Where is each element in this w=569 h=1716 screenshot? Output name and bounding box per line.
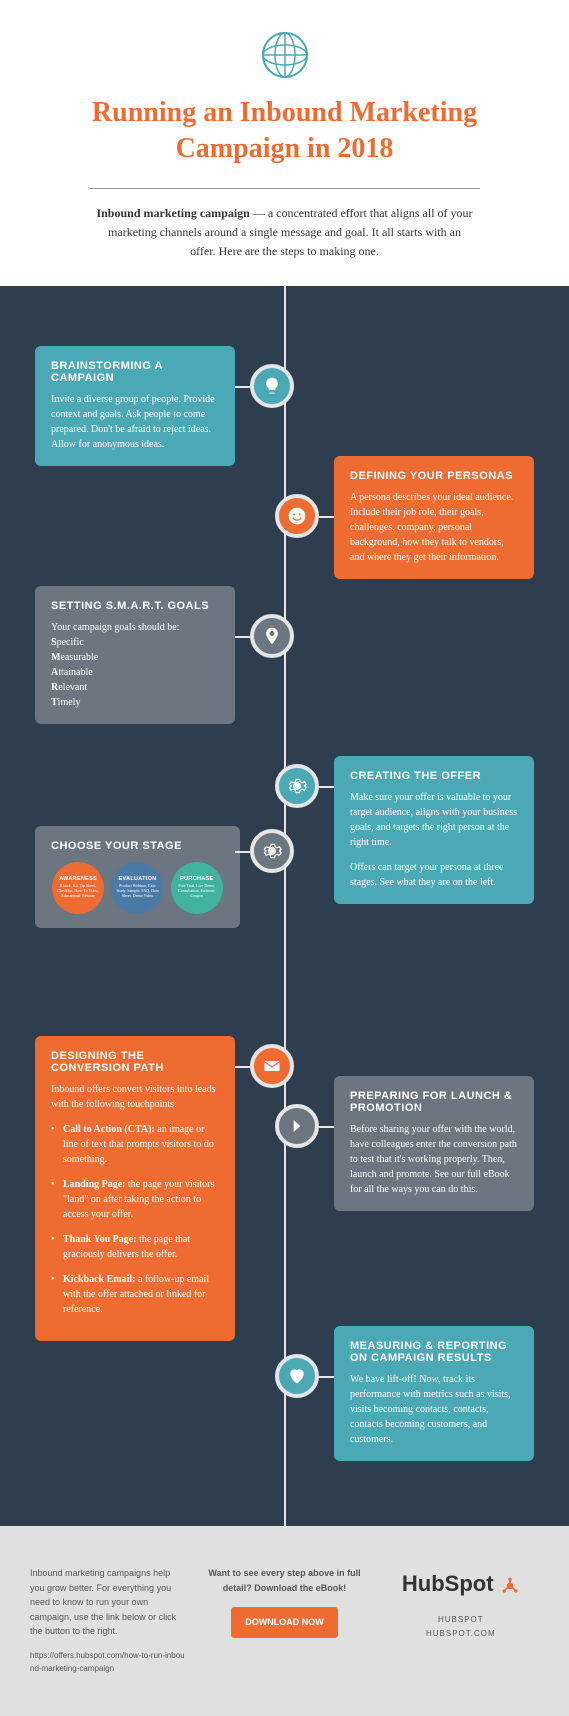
- timeline-section: BRAINSTORMING A CAMPAIGN Invite a divers…: [0, 286, 569, 1526]
- lightbulb-icon: [250, 364, 294, 408]
- smart-list: Specific Measurable Attainable Relevant Time…: [51, 635, 219, 710]
- card-measuring: MEASURING & REPORTING ON CAMPAIGN RESULT…: [334, 1326, 534, 1461]
- gear-icon: [250, 829, 294, 873]
- conversion-bullet: Landing Page: the page your visitors "la…: [51, 1177, 219, 1222]
- card-launch: PREPARING FOR LAUNCH & PROMOTION Before …: [334, 1076, 534, 1211]
- smart-item: Relevant: [51, 682, 87, 693]
- footer-center: Want to see every step above in full det…: [206, 1566, 362, 1637]
- smart-item: Attainable: [51, 667, 93, 678]
- card-title: MEASURING & REPORTING ON CAMPAIGN RESULT…: [350, 1340, 518, 1364]
- footer-left-text: Inbound marketing campaigns help you gro…: [30, 1566, 186, 1638]
- card-body: We have lift-off! Now, track its perform…: [350, 1372, 518, 1447]
- stage-desc: Ebook, Kit, Tip Sheet, Checklist, How-To…: [52, 882, 104, 900]
- brand-sub2: HUBSPOT.COM: [383, 1628, 539, 1641]
- card-body-prefix: Your campaign goals should be:: [51, 620, 219, 635]
- card-offer: CREATING THE OFFER Make sure your offer …: [334, 756, 534, 904]
- chevron-icon: [275, 1104, 319, 1148]
- stage-circles: AWARENESSEbook, Kit, Tip Sheet, Checklis…: [51, 862, 224, 914]
- intro-text: Inbound marketing campaign — a concentra…: [95, 204, 475, 262]
- hubspot-logo: HubSpot: [383, 1566, 539, 1601]
- heart-icon: [275, 1354, 319, 1398]
- card-brainstorm: BRAINSTORMING A CAMPAIGN Invite a divers…: [35, 346, 235, 466]
- conversion-bullets: Call to Action (CTA): an image or line o…: [51, 1122, 219, 1317]
- footer-left: Inbound marketing campaigns help you gro…: [30, 1566, 186, 1676]
- card-smart: SETTING S.M.A.R.T. GOALS Your campaign g…: [35, 586, 235, 724]
- globe-icon: [260, 30, 310, 80]
- stage-circle: EVALUATIONProduct Webinar, Case Study, S…: [111, 862, 163, 914]
- card-title: DESIGNING THE CONVERSION PATH: [51, 1050, 219, 1074]
- card-body2: Offers can target your persona at three …: [350, 860, 518, 890]
- footer-section: Inbound marketing campaigns help you gro…: [0, 1526, 569, 1716]
- intro-bold: Inbound marketing campaign: [96, 206, 249, 220]
- card-body: Before sharing your offer with the world…: [350, 1122, 518, 1197]
- card-body: A persona describes your ideal audience.…: [350, 490, 518, 565]
- card-personas: DEFINING YOUR PERSONAS A persona describ…: [334, 456, 534, 579]
- stage-desc: Product Webinar, Case Study, Sample, FAQ…: [111, 882, 163, 900]
- timeline-line: [284, 286, 286, 1526]
- header-section: Running an Inbound Marketing Campaign in…: [0, 0, 569, 286]
- brand-text: HubSpot: [402, 1571, 494, 1596]
- header-divider: [89, 188, 480, 189]
- smile-icon: [275, 494, 319, 538]
- page-title: Running an Inbound Marketing Campaign in…: [40, 95, 529, 168]
- footer-center-text: Want to see every step above in full det…: [206, 1566, 362, 1595]
- gear-icon: [275, 764, 319, 808]
- mail-icon: [250, 1044, 294, 1088]
- download-button[interactable]: DOWNLOAD NOW: [231, 1607, 338, 1637]
- card-title: DEFINING YOUR PERSONAS: [350, 470, 518, 482]
- card-conversion: DESIGNING THE CONVERSION PATH Inbound of…: [35, 1036, 235, 1341]
- smart-item: Timely: [51, 697, 80, 708]
- conversion-bullet: Call to Action (CTA): an image or line o…: [51, 1122, 219, 1167]
- card-body: Invite a diverse group of people. Provid…: [51, 392, 219, 452]
- smart-item: Specific: [51, 637, 84, 648]
- stage-circle: PURCHASEFree Trial, Live Demo, Consultat…: [171, 862, 223, 914]
- smart-item: Measurable: [51, 652, 98, 663]
- footer-link: https://offers.hubspot.com/how-to-run-in…: [30, 1650, 186, 1676]
- conversion-bullet: Thank You Page: the page that graciously…: [51, 1232, 219, 1262]
- stage-desc: Free Trial, Live Demo, Consultation, Est…: [171, 882, 223, 900]
- pin-icon: [250, 614, 294, 658]
- brand-sub1: HUBSPOT: [383, 1614, 539, 1627]
- stage-circle: AWARENESSEbook, Kit, Tip Sheet, Checklis…: [52, 862, 104, 914]
- footer-right: HubSpot HUBSPOT HUBSPOT.COM: [383, 1566, 539, 1641]
- hubspot-sprocket-icon: [500, 1576, 520, 1596]
- card-stage: CHOOSE YOUR STAGE AWARENESSEbook, Kit, T…: [35, 826, 240, 928]
- card-title: BRAINSTORMING A CAMPAIGN: [51, 360, 219, 384]
- card-intro: Inbound offers convert visitors into lea…: [51, 1082, 219, 1112]
- card-title: SETTING S.M.A.R.T. GOALS: [51, 600, 219, 612]
- card-title: CREATING THE OFFER: [350, 770, 518, 782]
- card-title: CHOOSE YOUR STAGE: [51, 840, 224, 852]
- conversion-bullet: Kickback Email: a follow-up email with t…: [51, 1272, 219, 1317]
- card-body1: Make sure your offer is valuable to your…: [350, 790, 518, 850]
- card-title: PREPARING FOR LAUNCH & PROMOTION: [350, 1090, 518, 1114]
